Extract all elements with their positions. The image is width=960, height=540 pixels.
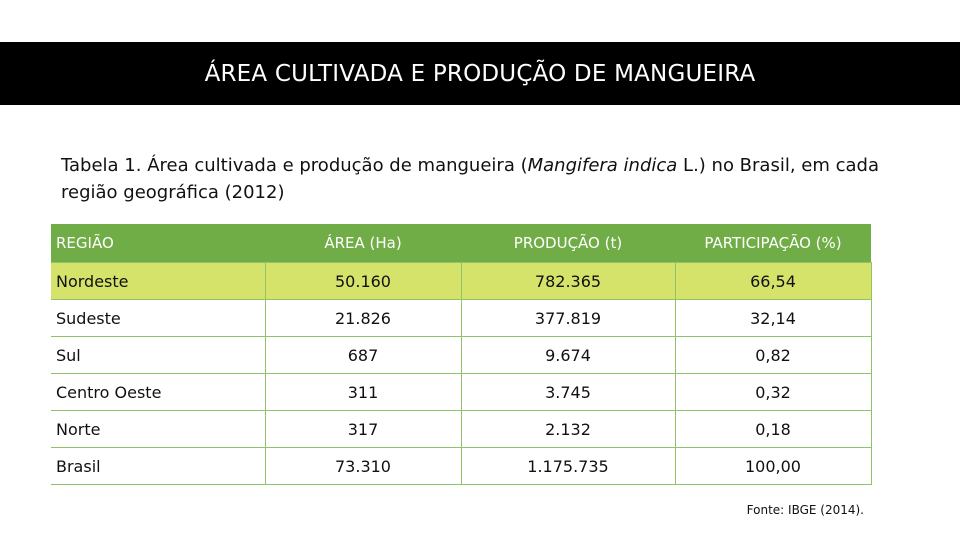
table-row: Centro Oeste 311 3.745 0,32 xyxy=(51,373,872,411)
cell-participation: 66,54 xyxy=(674,262,872,300)
cell-production: 377.819 xyxy=(460,299,676,337)
cell-area: 317 xyxy=(264,410,462,448)
header-participation: PARTICIPAÇÃO (%) xyxy=(675,224,871,263)
cell-area: 311 xyxy=(264,373,462,411)
cell-production: 3.745 xyxy=(460,373,676,411)
table-row-total: Brasil 73.310 1.175.735 100,00 xyxy=(51,447,872,485)
cell-participation: 100,00 xyxy=(674,447,872,485)
cell-region: Norte xyxy=(51,410,266,448)
cell-region: Brasil xyxy=(51,447,266,485)
caption-text-after: L.) no Brasil, em cada região geográfica… xyxy=(61,155,880,203)
table-row: Norte 317 2.132 0,18 xyxy=(51,410,872,448)
header-production: PRODUÇÃO (t) xyxy=(461,224,675,263)
cell-participation: 0,32 xyxy=(674,373,872,411)
header-area: ÁREA (Ha) xyxy=(265,224,461,263)
table-header-row: REGIÃO ÁREA (Ha) PRODUÇÃO (t) PARTICIPAÇ… xyxy=(51,224,871,263)
cell-region: Sul xyxy=(51,336,266,374)
cell-production: 9.674 xyxy=(460,336,676,374)
cell-area: 21.826 xyxy=(264,299,462,337)
source-note: Fonte: IBGE (2014). xyxy=(746,503,864,517)
cell-area: 50.160 xyxy=(264,262,462,300)
cell-region: Centro Oeste xyxy=(51,373,266,411)
table-row: Sul 687 9.674 0,82 xyxy=(51,336,872,374)
slide-title-text: ÁREA CULTIVADA E PRODUÇÃO DE MANGUEIRA xyxy=(204,60,756,87)
cell-area: 687 xyxy=(264,336,462,374)
caption-label: Tabela 1. xyxy=(61,155,142,176)
table-caption: Tabela 1. Área cultivada e produção de m… xyxy=(61,152,911,206)
caption-text-before: Área cultivada e produção de mangueira ( xyxy=(141,155,528,176)
cell-production: 782.365 xyxy=(460,262,676,300)
cell-production: 1.175.735 xyxy=(460,447,676,485)
production-table: REGIÃO ÁREA (Ha) PRODUÇÃO (t) PARTICIPAÇ… xyxy=(51,224,872,485)
caption-scientific-name: Mangifera indica xyxy=(527,155,678,176)
cell-production: 2.132 xyxy=(460,410,676,448)
cell-region: Nordeste xyxy=(51,262,266,300)
slide-title: ÁREA CULTIVADA E PRODUÇÃO DE MANGUEIRA xyxy=(0,42,960,105)
table-row: Nordeste 50.160 782.365 66,54 xyxy=(51,262,872,300)
cell-region: Sudeste xyxy=(51,299,266,337)
cell-participation: 0,18 xyxy=(674,410,872,448)
cell-participation: 0,82 xyxy=(674,336,872,374)
header-region: REGIÃO xyxy=(51,224,265,263)
cell-area: 73.310 xyxy=(264,447,462,485)
cell-participation: 32,14 xyxy=(674,299,872,337)
table-row: Sudeste 21.826 377.819 32,14 xyxy=(51,299,872,337)
